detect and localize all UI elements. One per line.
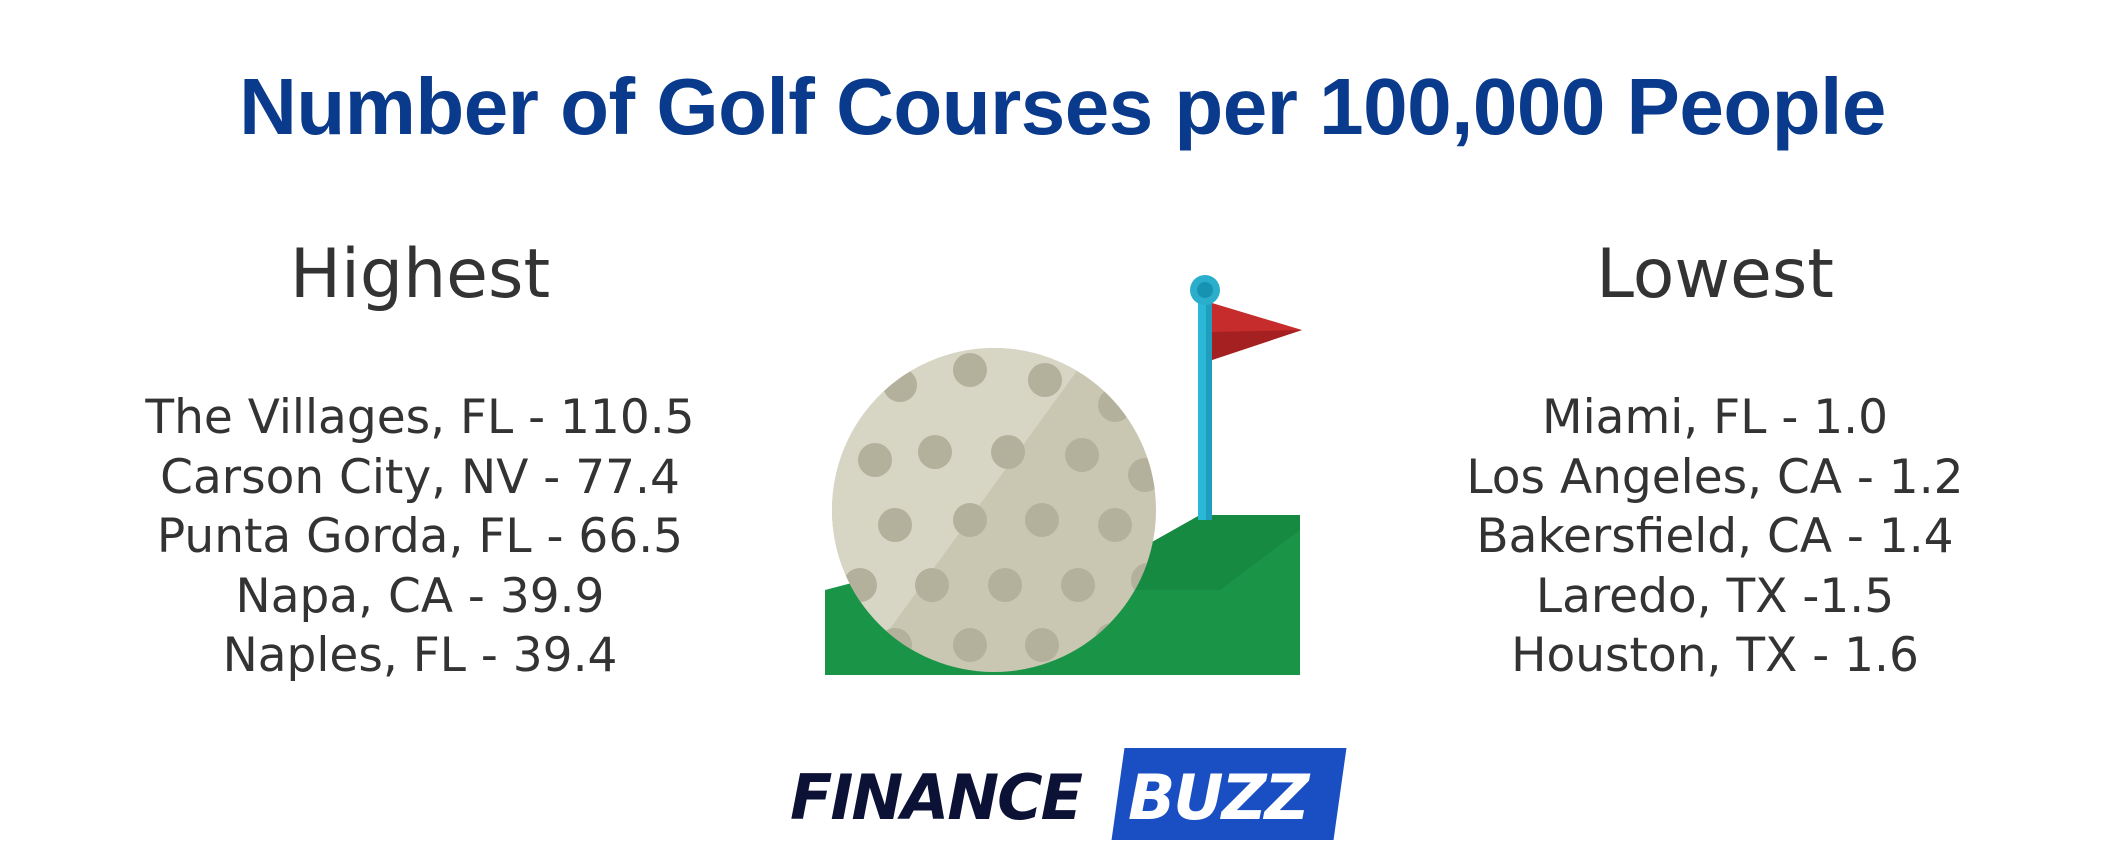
list-item: Punta Gorda, FL - 66.5 bbox=[156, 509, 684, 564]
list-item: Naples, FL - 39.4 bbox=[222, 628, 618, 683]
financebuzz-logo: FINANCE BUZZ bbox=[790, 748, 1347, 840]
logo-finance-text: FINANCE bbox=[790, 761, 1083, 834]
logo-buzz-text: BUZZ bbox=[1128, 761, 1310, 834]
list-item: The Villages, FL - 110.5 bbox=[145, 390, 695, 445]
golf-illustration bbox=[825, 275, 1302, 675]
list-item: Laredo, TX -1.5 bbox=[1535, 568, 1895, 624]
list-item: Los Angeles, CA - 1.2 bbox=[1466, 449, 1964, 505]
highest-list: The Villages, FL - 110.5 Carson City, NV… bbox=[40, 388, 800, 686]
lowest-heading: Lowest bbox=[1596, 235, 1834, 314]
highest-column: Highest The Villages, FL - 110.5 Carson … bbox=[40, 230, 800, 686]
page-title: Number of Golf Courses per 100,000 Peopl… bbox=[239, 62, 1886, 151]
list-item: Houston, TX - 1.6 bbox=[1511, 628, 1919, 683]
golf-flag-icon bbox=[1190, 275, 1302, 520]
lowest-column: Lowest Miami, FL - 1.0 Los Angeles, CA -… bbox=[1335, 230, 2095, 686]
lowest-list: Miami, FL - 1.0 Los Angeles, CA - 1.2 Ba… bbox=[1335, 388, 2095, 686]
list-item: Miami, FL - 1.0 bbox=[1542, 390, 1888, 445]
list-item: Carson City, NV - 77.4 bbox=[160, 449, 680, 505]
golf-ball-icon bbox=[832, 348, 1156, 672]
list-item: Napa, CA - 39.9 bbox=[235, 568, 605, 624]
list-item: Bakersfield, CA - 1.4 bbox=[1476, 509, 1954, 564]
highest-heading: Highest bbox=[289, 235, 551, 314]
